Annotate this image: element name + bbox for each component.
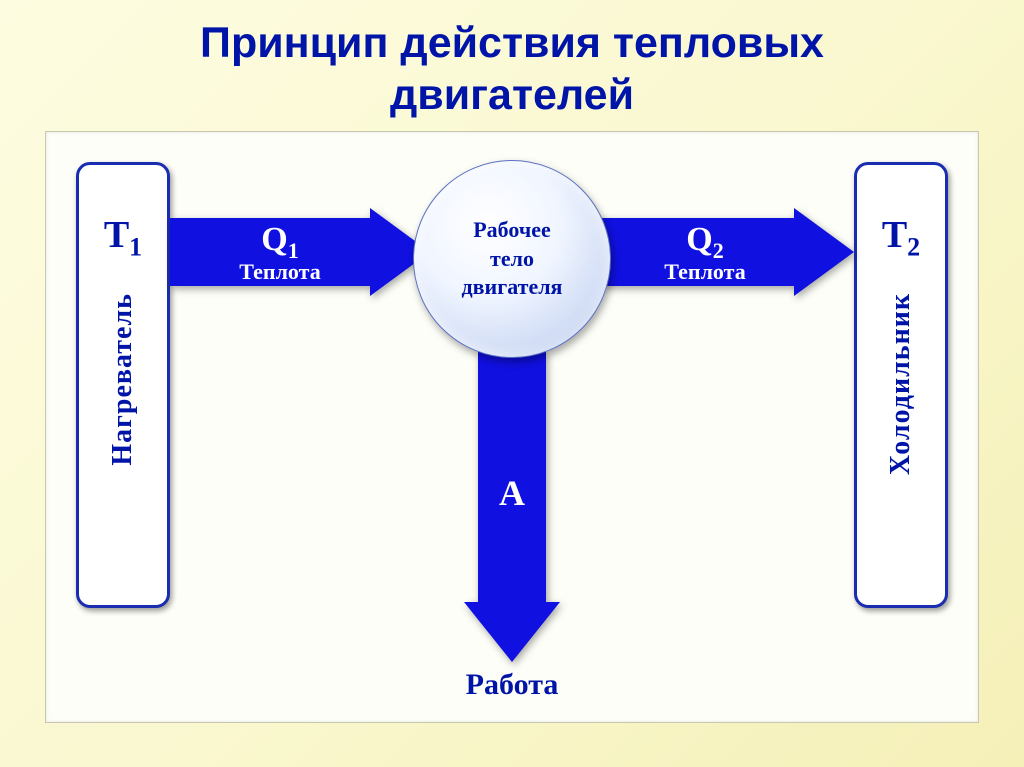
work-symbol: A — [464, 472, 560, 514]
cooler-temperature: T2 — [882, 213, 920, 263]
diagram-title: Принцип действия тепловых двигателей — [0, 0, 1024, 131]
heat-out-arrow: Q2 Теплота — [594, 208, 854, 296]
working-body-circle: Рабочее тело двигателя — [413, 160, 611, 358]
title-line-2: двигателей — [390, 71, 634, 119]
diagram-area: T1 Нагреватель T2 Холодильник Q1 Теплота… — [45, 131, 979, 723]
heater-box: T1 Нагреватель — [76, 162, 170, 608]
cooler-label: Холодильник — [885, 293, 917, 475]
heater-label: Нагреватель — [107, 293, 139, 466]
work-arrow: A — [464, 352, 560, 662]
heat-out-label: Q2 Теплота — [594, 208, 854, 296]
heater-temperature: T1 — [104, 213, 142, 263]
cooler-box: T2 Холодильник — [854, 162, 948, 608]
heat-in-arrow: Q1 Теплота — [170, 208, 430, 296]
title-line-1: Принцип действия тепловых — [200, 19, 824, 67]
work-label: Работа — [466, 668, 559, 702]
working-body-text: Рабочее тело двигателя — [462, 216, 563, 302]
heat-in-label: Q1 Теплота — [170, 208, 430, 296]
